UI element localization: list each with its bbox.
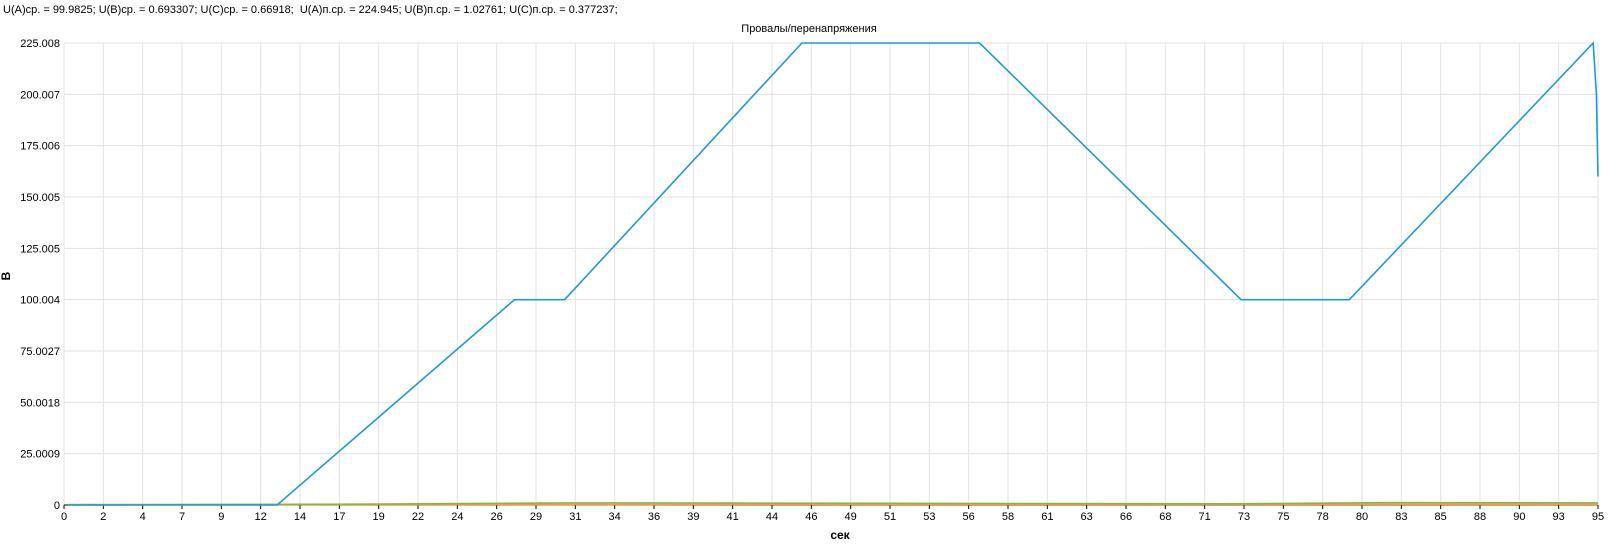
x-tick-label: 36 (648, 511, 660, 523)
x-tick-label: 83 (1395, 511, 1407, 523)
x-tick-label: 85 (1435, 511, 1447, 523)
y-tick-label: 175.006 (20, 141, 60, 153)
y-tick-label: 25.0009 (20, 449, 60, 461)
chart-title: Провалы/перенапряжения (741, 23, 876, 35)
x-tick-label: 34 (609, 511, 621, 523)
x-axis-ticks: 0 2 4 7 9 12 14 17 19 22 24 26 29 31 34 36 39 41 44 46 49 51 5… (61, 505, 1604, 523)
x-tick-label: 78 (1317, 511, 1329, 523)
x-tick-label: 2 (100, 511, 106, 523)
x-tick-label: 17 (333, 511, 345, 523)
x-tick-label: 95 (1592, 511, 1604, 523)
x-tick-label: 71 (1199, 511, 1211, 523)
x-tick-label: 0 (61, 511, 67, 523)
x-tick-label: 22 (412, 511, 424, 523)
x-tick-label: 41 (727, 511, 739, 523)
y-axis-label: В (0, 271, 13, 280)
x-tick-label: 88 (1474, 511, 1486, 523)
x-tick-label: 31 (569, 511, 581, 523)
x-axis-label: сек (830, 528, 850, 542)
y-tick-label: 0 (54, 500, 60, 512)
x-tick-label: 46 (805, 511, 817, 523)
series-line-A (68, 41, 1599, 506)
x-tick-label: 4 (140, 511, 146, 523)
stats-line: U(A)ср. = 99.9825; U(B)ср. = 0.693307; U… (3, 4, 618, 16)
y-tick-label: 100.004 (20, 295, 60, 307)
y-axis-ticks: 0 25.0009 50.0018 75.0027 100.004 125.005 150.… (20, 38, 60, 512)
y-tick-label: 150.005 (20, 192, 60, 204)
x-tick-label: 56 (963, 511, 975, 523)
y-tick-label: 75.0027 (20, 346, 60, 358)
x-tick-label: 39 (687, 511, 699, 523)
x-tick-label: 93 (1553, 511, 1565, 523)
x-tick-label: 53 (923, 511, 935, 523)
x-tick-label: 66 (1120, 511, 1132, 523)
x-tick-label: 19 (373, 511, 385, 523)
x-tick-label: 24 (451, 511, 463, 523)
x-tick-label: 75 (1277, 511, 1289, 523)
series-line-B (68, 501, 1599, 506)
x-tick-label: 73 (1238, 511, 1250, 523)
x-tick-label: 58 (1002, 511, 1014, 523)
x-tick-label: 44 (766, 511, 778, 523)
x-tick-label: 80 (1356, 511, 1368, 523)
x-tick-label: 61 (1041, 511, 1053, 523)
x-tick-label: 29 (530, 511, 542, 523)
x-tick-label: 14 (294, 511, 306, 523)
x-tick-label: 63 (1081, 511, 1093, 523)
x-tick-label: 68 (1159, 511, 1171, 523)
y-tick-label: 225.008 (20, 38, 60, 50)
y-tick-label: 125.005 (20, 243, 60, 255)
chart-series (68, 41, 1599, 506)
y-tick-label: 200.007 (20, 89, 60, 101)
x-tick-label: 49 (845, 511, 857, 523)
x-tick-label: 7 (179, 511, 185, 523)
x-tick-label: 9 (218, 511, 224, 523)
x-tick-label: 12 (255, 511, 267, 523)
chart-grid (63, 42, 1599, 505)
x-tick-label: 90 (1513, 511, 1525, 523)
x-tick-label: 51 (884, 511, 896, 523)
x-tick-label: 26 (491, 511, 503, 523)
y-tick-label: 50.0018 (20, 397, 60, 409)
